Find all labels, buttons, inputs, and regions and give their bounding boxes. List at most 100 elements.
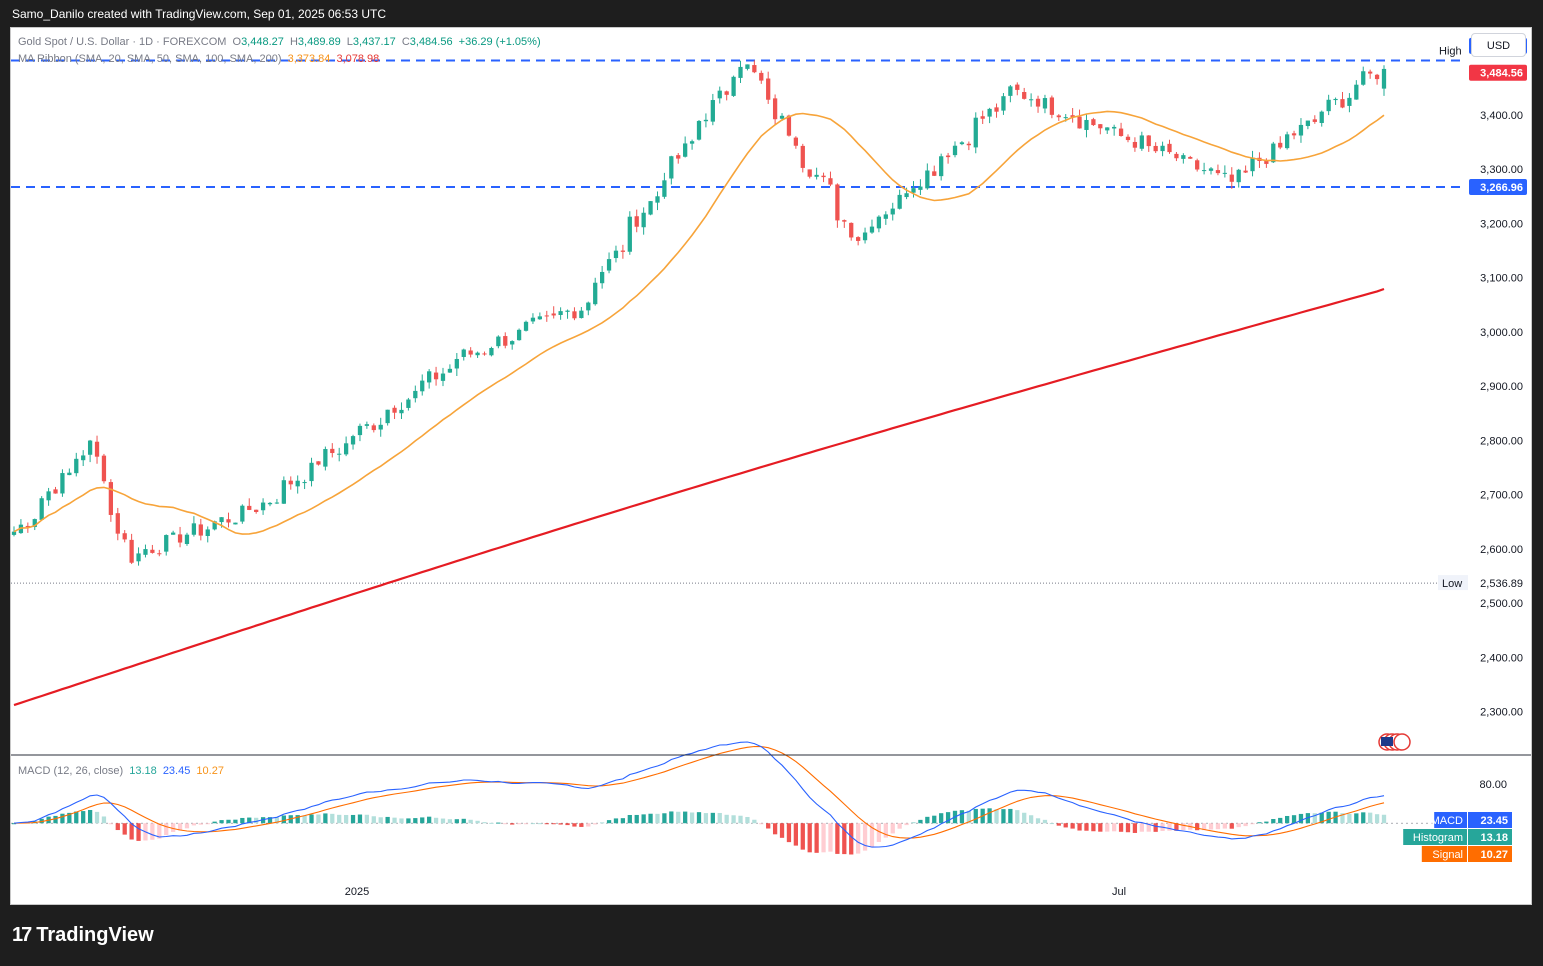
candle-body — [959, 142, 965, 145]
ma-legend[interactable]: MA Ribbon (SMA, 20, SMA, 50, SMA, 100, S… — [18, 53, 379, 65]
macd-histogram-bar — [1015, 810, 1020, 824]
macd-histogram-bar — [1070, 823, 1075, 829]
candle-body — [205, 529, 210, 537]
candle-body — [1118, 128, 1124, 136]
chart-credit: Samo_Danilo created with TradingView.com… — [12, 7, 386, 21]
macd-histogram-bar — [904, 823, 909, 826]
candle-body — [599, 271, 605, 284]
macd-histogram-bar — [689, 812, 695, 824]
macd-histogram-bar — [191, 823, 197, 826]
macd-line — [13, 741, 1385, 848]
macd-histogram-bar — [496, 822, 501, 824]
candle-body — [724, 91, 729, 95]
macd-histogram-bar — [530, 823, 536, 825]
macd-histogram-bar — [821, 823, 826, 853]
candle-body — [897, 194, 902, 209]
macd-histogram-bar — [101, 816, 107, 824]
candle-body — [1229, 174, 1234, 182]
candle-body — [676, 155, 681, 159]
candle-body — [1333, 98, 1338, 101]
candle-body — [655, 196, 660, 203]
candle-body — [669, 156, 674, 179]
candle-body — [288, 480, 293, 485]
macd-histogram-bar — [669, 811, 674, 824]
candle-body — [447, 368, 453, 373]
tradingview-logo-text: TradingView — [36, 924, 154, 946]
candle-body — [966, 143, 971, 146]
candle-body — [240, 505, 245, 522]
candle-body — [392, 407, 397, 413]
candle-body — [932, 171, 937, 176]
macd-histogram-bar — [420, 817, 425, 824]
macd-histogram-bar — [371, 816, 376, 824]
macd-histogram-bar — [558, 823, 563, 825]
candle-body — [606, 259, 612, 271]
candle-body — [406, 399, 411, 408]
candle-body — [74, 458, 79, 474]
macd-histogram-bar — [247, 817, 252, 824]
price-tick-label: 2,900.00 — [1480, 381, 1523, 393]
macd-badge-label-bg — [1421, 846, 1467, 862]
candle-body — [136, 553, 141, 562]
candle-body — [648, 201, 653, 215]
price-chart[interactable]: 3,400.00 3,300.00 3,200.00 3,100.00 3,000.00… — [11, 28, 1531, 904]
macd-histogram-bar — [849, 823, 854, 855]
macd-histogram-bar — [364, 814, 370, 824]
macd-histogram-bar — [752, 819, 757, 824]
macd-histogram-bar — [1118, 823, 1124, 832]
candle-body — [994, 107, 999, 112]
low-label: L — [346, 36, 353, 48]
flag-circle — [1393, 733, 1411, 751]
macd-badge-value: 10.27 — [1480, 849, 1508, 861]
time-axis-label: Jul — [1112, 886, 1126, 898]
candle-body — [1284, 134, 1290, 149]
macd-histogram-bar — [551, 823, 556, 825]
candle-body — [1105, 127, 1110, 131]
tradingview-logo: 17 TradingView — [12, 924, 154, 947]
candle-body — [1056, 115, 1061, 118]
price-tick-label: 2,600.00 — [1480, 544, 1523, 556]
macd-histogram-bar — [108, 823, 114, 825]
macd-histogram-bar — [579, 823, 584, 827]
price-tick-label: 3,200.00 — [1480, 218, 1523, 230]
macd-name: MACD (12, 26, close) — [18, 765, 124, 777]
macd-histogram-bar — [544, 823, 549, 825]
price-tick-label: 3,100.00 — [1480, 273, 1523, 285]
candle-body — [904, 193, 909, 198]
candle-body — [641, 212, 646, 228]
macd-histogram-bar — [67, 812, 72, 824]
candle-body — [503, 336, 508, 346]
macd-histogram-value: 13.18 — [129, 765, 157, 777]
macd-histogram-bar — [1056, 823, 1061, 826]
macd-histogram-bar — [1146, 823, 1151, 832]
macd-histogram-bar — [406, 818, 411, 824]
candle-body — [101, 455, 107, 482]
macd-histogram-bar — [710, 812, 715, 824]
ma20-value: 3,373.84 — [287, 53, 331, 65]
candle-body — [171, 532, 176, 535]
macd-histogram-bar — [641, 814, 646, 824]
macd-histogram-bar — [1374, 814, 1380, 824]
currency-button[interactable]: USD — [1471, 33, 1526, 57]
macd-signal-value: 10.27 — [196, 765, 224, 777]
macd-histogram-bar — [94, 811, 100, 824]
macd-histogram-bar — [800, 823, 805, 850]
macd-signal-line — [13, 745, 1385, 839]
candle-body — [786, 115, 792, 136]
macd-histogram-bar — [1208, 823, 1214, 830]
symbol-legend[interactable]: Gold Spot / U.S. Dollar · 1D · FOREXCOM … — [18, 36, 541, 48]
macd-histogram-bar — [1257, 822, 1262, 824]
macd-badge-label: Signal — [1432, 849, 1463, 861]
macd-histogram-bar — [973, 808, 978, 824]
macd-histogram-bar — [295, 815, 300, 824]
macd-histogram-bar — [613, 818, 619, 824]
macd-histogram-bar — [959, 810, 965, 824]
candle-body — [1291, 133, 1297, 136]
macd-histogram-bar — [60, 813, 65, 824]
macd-histogram-bar — [240, 817, 245, 824]
price-pane — [11, 59, 1463, 751]
macd-histogram-bar — [883, 823, 888, 838]
macd-legend[interactable]: MACD (12, 26, close) 13.18 23.45 10.27 — [18, 765, 224, 777]
macd-histogram-bar — [510, 823, 515, 825]
macd-histogram-bar — [987, 808, 992, 824]
